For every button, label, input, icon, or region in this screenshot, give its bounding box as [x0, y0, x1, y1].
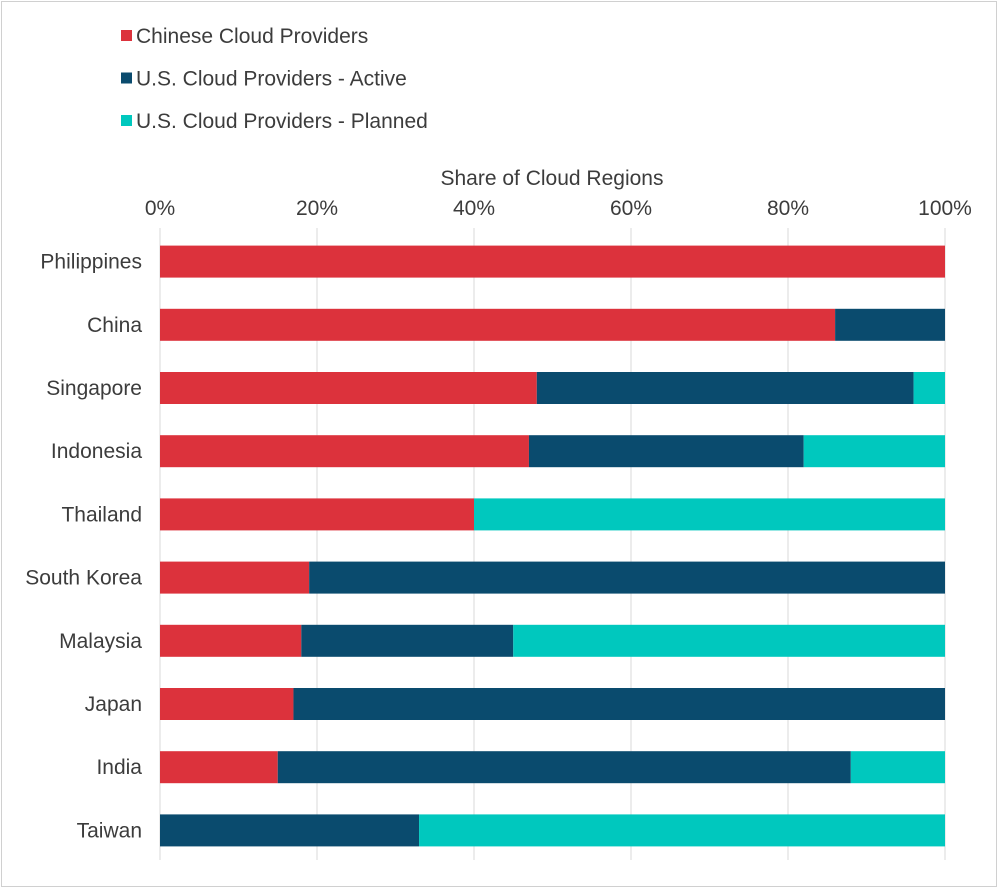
legend-swatch: [121, 30, 132, 41]
bar-segment: [160, 751, 278, 784]
bar-segment: [803, 435, 945, 468]
bar-segment: [309, 561, 945, 594]
category-label: Taiwan: [77, 819, 142, 842]
category-label: Singapore: [46, 377, 142, 400]
legend-swatch: [121, 72, 132, 84]
bar-segment: [293, 688, 945, 720]
x-tick-label: 100%: [918, 197, 972, 220]
y-axis-categories: Philippines China Singapore Indonesia Thaila…: [25, 251, 142, 843]
x-axis-ticks: 0% 20% 40% 60% 80% 100%: [145, 197, 972, 220]
bar-segment: [160, 624, 302, 657]
bar-segment: [528, 435, 804, 468]
category-label: India: [96, 756, 142, 779]
bar-segment: [835, 308, 945, 341]
legend-label: U.S. Cloud Providers - Active: [136, 68, 407, 91]
bar-segment: [160, 688, 294, 720]
category-label: Thailand: [61, 503, 142, 526]
x-tick-label: 60%: [610, 197, 652, 220]
x-axis-label: Share of Cloud Regions: [441, 167, 664, 190]
legend: Chinese Cloud Providers U.S. Cloud Provid…: [121, 25, 428, 133]
bar-segment: [277, 751, 851, 784]
bars: [160, 245, 945, 847]
x-tick-label: 20%: [296, 197, 338, 220]
bar-segment: [474, 498, 945, 531]
category-label: South Korea: [25, 567, 142, 590]
bar-segment: [913, 372, 945, 404]
legend-label: U.S. Cloud Providers - Planned: [136, 110, 428, 133]
x-tick-label: 80%: [767, 197, 809, 220]
x-tick-label: 0%: [145, 197, 175, 220]
category-label: Philippines: [40, 251, 142, 274]
bar-segment: [160, 498, 474, 531]
x-tick-label: 40%: [453, 197, 495, 220]
category-label: Indonesia: [51, 440, 142, 463]
category-label: China: [87, 314, 142, 337]
bar-segment: [160, 245, 945, 278]
bar-segment: [536, 372, 914, 404]
bar-segment: [850, 751, 945, 784]
legend-swatch: [121, 115, 132, 126]
category-label: Malaysia: [59, 630, 142, 653]
bar-segment: [160, 372, 537, 404]
bar-segment: [419, 814, 945, 847]
bar-segment: [160, 308, 836, 341]
legend-label: Chinese Cloud Providers: [136, 25, 368, 48]
bar-segment: [160, 814, 420, 847]
bar-segment: [301, 624, 514, 657]
category-label: Japan: [85, 693, 142, 716]
bar-segment: [160, 561, 310, 594]
bar-segment: [513, 624, 945, 657]
bar-segment: [160, 435, 529, 468]
